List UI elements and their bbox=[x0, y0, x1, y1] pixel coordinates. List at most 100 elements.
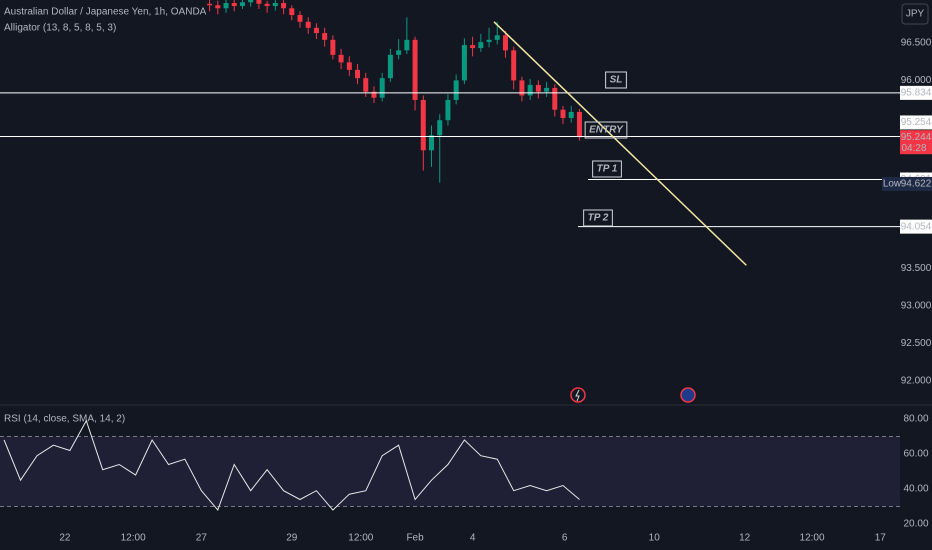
y-tick-label: 80.00 bbox=[903, 414, 928, 425]
price-tag-label: 94.054 bbox=[901, 221, 932, 232]
x-tick-label: 6 bbox=[562, 533, 568, 544]
low-tag bbox=[882, 176, 932, 191]
candle-body bbox=[429, 135, 435, 151]
low-name: Low bbox=[883, 179, 902, 190]
candle-body bbox=[560, 109, 566, 118]
x-tick-label: 17 bbox=[875, 533, 887, 544]
event-icon-glyph bbox=[575, 389, 580, 402]
y-tick-label: 92.000 bbox=[901, 376, 932, 387]
candle-body bbox=[281, 3, 287, 9]
y-tick-label: 93.000 bbox=[901, 300, 932, 311]
candle-body bbox=[330, 39, 336, 55]
x-tick-label: 10 bbox=[649, 533, 661, 544]
candle-body bbox=[363, 78, 369, 92]
rsi-band bbox=[0, 436, 900, 507]
candle-body bbox=[322, 33, 328, 40]
level-box bbox=[592, 160, 622, 178]
y-tick-label: 96.500 bbox=[901, 37, 932, 48]
low-label: 94.622 bbox=[901, 179, 932, 190]
rsi-line bbox=[3, 419, 580, 511]
candle-body bbox=[264, 3, 270, 7]
candle-body bbox=[404, 39, 410, 51]
candle-body bbox=[248, 0, 254, 3]
last-price-tag bbox=[900, 130, 932, 155]
indicator-label: Alligator (13, 8, 5, 8, 5, 3) bbox=[4, 23, 116, 34]
candle-body bbox=[453, 80, 459, 100]
y-tick-label: 96.000 bbox=[901, 75, 932, 86]
candle-body bbox=[470, 45, 476, 49]
candle-body bbox=[346, 62, 352, 70]
candle-body bbox=[371, 91, 377, 98]
candle-body bbox=[289, 8, 295, 16]
level-name: SL bbox=[610, 75, 623, 86]
candle-body bbox=[478, 42, 484, 49]
trend-line bbox=[493, 21, 747, 266]
candle-body bbox=[297, 15, 303, 22]
level-name: TP 1 bbox=[597, 164, 618, 175]
candle-body bbox=[207, 3, 213, 6]
rsi-title: RSI (14, close, SMA, 14, 2) bbox=[4, 414, 125, 425]
candle-body bbox=[223, 3, 229, 9]
x-tick-label: 12:00 bbox=[121, 533, 146, 544]
candle-body bbox=[544, 87, 550, 92]
candle-body bbox=[461, 45, 467, 81]
x-tick-label: Feb bbox=[406, 533, 424, 544]
event-icon[interactable] bbox=[680, 387, 696, 403]
level-name: ENTRY bbox=[589, 125, 624, 136]
level-box bbox=[605, 71, 627, 89]
candle-body bbox=[494, 35, 500, 40]
price-tag-label: 95.254 bbox=[901, 117, 932, 128]
candle-body bbox=[568, 111, 574, 118]
countdown: 04:28 bbox=[901, 143, 926, 154]
candle-body bbox=[215, 5, 221, 9]
level-box bbox=[584, 121, 628, 139]
price-tag bbox=[900, 85, 932, 100]
candle-body bbox=[387, 54, 393, 79]
x-tick-label: 27 bbox=[196, 533, 208, 544]
candle-body bbox=[445, 99, 451, 121]
last-price-label: 95.244 bbox=[901, 132, 932, 143]
candle-body bbox=[552, 87, 558, 110]
candle-body bbox=[502, 35, 508, 51]
price-tag-label: 95.834 bbox=[901, 88, 932, 99]
candle-body bbox=[437, 120, 443, 136]
candle-body bbox=[231, 3, 237, 7]
candle-body bbox=[305, 21, 311, 28]
candle-body bbox=[486, 39, 492, 43]
chart-title: Australian Dollar / Japanese Yen, 1h, OA… bbox=[4, 7, 207, 18]
candle-body bbox=[396, 50, 402, 55]
y-tick-label: 93.500 bbox=[901, 263, 932, 274]
candle-body bbox=[313, 27, 319, 34]
candle-body bbox=[239, 2, 245, 7]
x-tick-label: 29 bbox=[286, 533, 298, 544]
candle-body bbox=[511, 50, 517, 81]
y-tick-label: 92.500 bbox=[901, 338, 932, 349]
currency-box[interactable] bbox=[901, 3, 929, 25]
level-box bbox=[583, 209, 613, 227]
y-tick-label: 60.00 bbox=[903, 449, 928, 460]
currency[interactable]: JPY bbox=[906, 9, 925, 20]
event-icon[interactable] bbox=[570, 387, 586, 403]
candle-body bbox=[519, 80, 525, 96]
candle-body bbox=[535, 84, 541, 92]
price-tag bbox=[900, 115, 932, 130]
x-tick-label: 12:00 bbox=[348, 533, 373, 544]
x-tick-label: 12 bbox=[739, 533, 751, 544]
candle-body bbox=[420, 99, 426, 151]
candle-body bbox=[379, 78, 385, 98]
y-tick-label: 20.00 bbox=[903, 519, 928, 530]
candle-body bbox=[272, 3, 278, 7]
y-tick-label: 40.00 bbox=[903, 484, 928, 495]
price-pane bbox=[0, 0, 900, 266]
x-tick-label: 4 bbox=[470, 533, 476, 544]
candle-body bbox=[338, 54, 344, 63]
candle-body bbox=[527, 84, 533, 96]
candle-body bbox=[576, 111, 582, 138]
candle-body bbox=[412, 39, 418, 100]
candle-body bbox=[355, 69, 361, 79]
candle-body bbox=[256, 0, 262, 4]
level-name: TP 2 bbox=[588, 213, 609, 224]
